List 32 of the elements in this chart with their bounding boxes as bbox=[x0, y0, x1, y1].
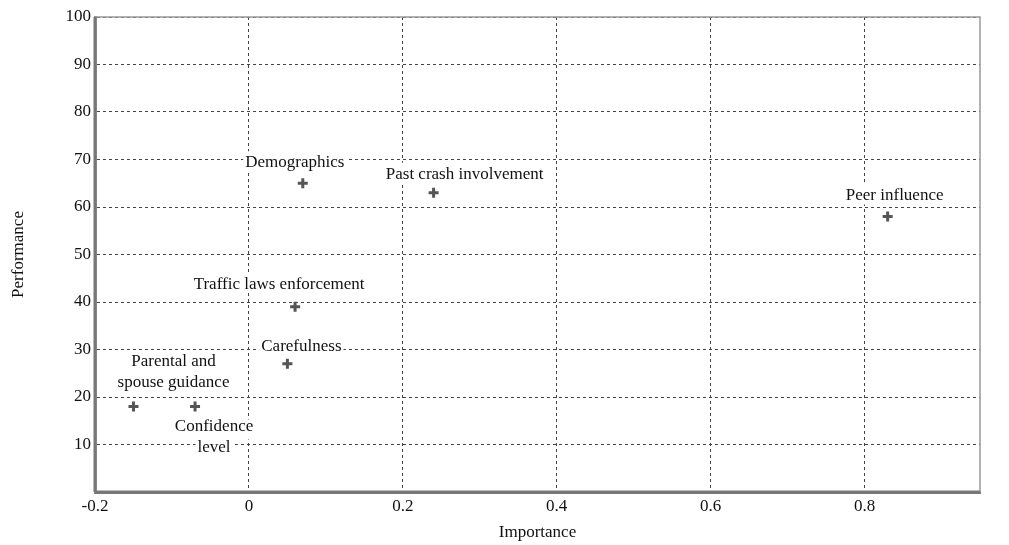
x-tick-label: 0.4 bbox=[546, 495, 568, 515]
y-tick-label: 10 bbox=[74, 433, 91, 453]
point bbox=[280, 357, 294, 371]
annotation: Past crash involvement bbox=[385, 163, 544, 183]
y-tick-label: 80 bbox=[74, 101, 91, 121]
x-tick-label: 0.6 bbox=[700, 495, 722, 515]
point bbox=[188, 400, 202, 413]
y-tick-label: 20 bbox=[74, 386, 91, 406]
y-tick-label: 50 bbox=[74, 243, 91, 263]
point bbox=[288, 300, 302, 314]
y-tick-label: 70 bbox=[74, 148, 91, 168]
x-tick-label: 0 bbox=[244, 495, 254, 515]
annotation: Traffic laws enforcement bbox=[193, 273, 365, 293]
annotation: Carefulness bbox=[261, 335, 342, 355]
annotation: Demographics bbox=[245, 152, 345, 172]
x-tick-label: 0.8 bbox=[853, 495, 876, 515]
x-tick-label: -0.2 bbox=[81, 495, 109, 515]
y-axis-title: Performance bbox=[7, 211, 27, 298]
y-tick-label: 30 bbox=[74, 338, 91, 358]
annotation: Parental and spouse guidance bbox=[117, 351, 230, 392]
y-tick-label: 100 bbox=[65, 6, 91, 26]
x-axis-title: Importance bbox=[498, 522, 577, 542]
point bbox=[126, 400, 140, 413]
y-tick-label: 90 bbox=[74, 53, 91, 73]
annotation: Peer influence bbox=[845, 185, 944, 205]
point bbox=[881, 210, 895, 223]
y-tick-label: 40 bbox=[74, 291, 91, 311]
x-tick-label: 0.2 bbox=[392, 495, 414, 515]
point bbox=[296, 176, 310, 190]
y-tick-label: 60 bbox=[74, 196, 91, 216]
point bbox=[427, 186, 441, 200]
annotation: Confidence level bbox=[174, 416, 254, 457]
